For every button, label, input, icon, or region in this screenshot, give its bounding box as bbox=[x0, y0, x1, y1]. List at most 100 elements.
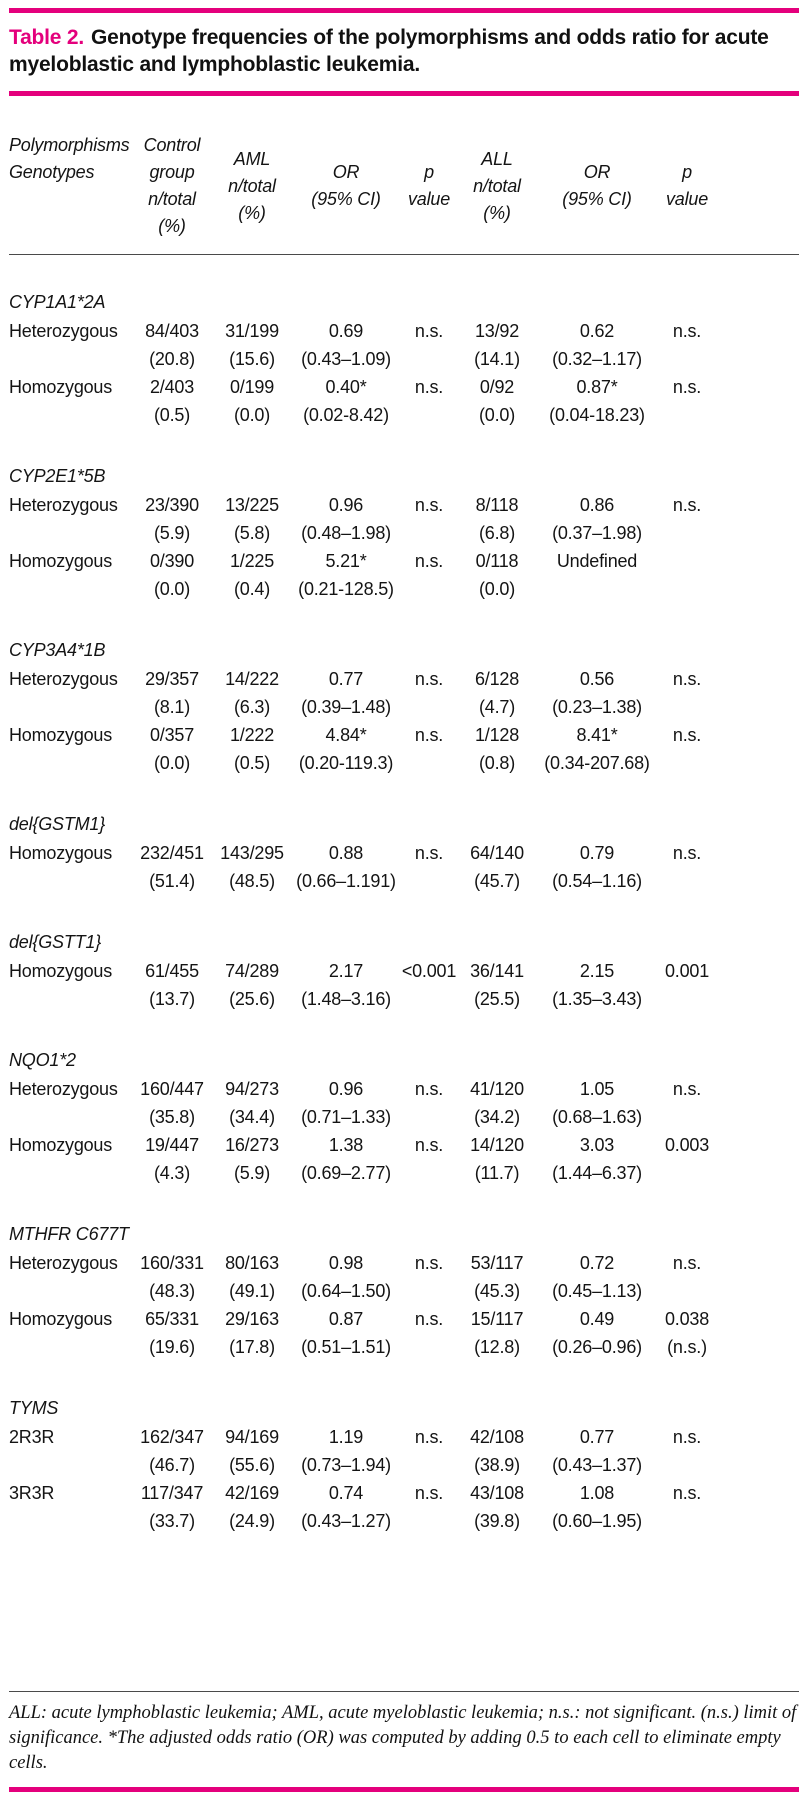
cell-line: n.s. bbox=[414, 495, 444, 515]
cell-line: (19.6) bbox=[149, 1337, 195, 1357]
table-row: Homozygous 0/390 (0.0) 1/225 (0.4) 5.21* (0.21… bbox=[9, 547, 799, 603]
column-header-line: OR bbox=[332, 162, 360, 182]
cell-line: 23/390 bbox=[145, 495, 199, 515]
cell-line: (0.0) bbox=[153, 753, 190, 773]
data-cell: 117/347 (33.7) bbox=[131, 1479, 213, 1535]
cell-line: (0.5) bbox=[233, 753, 270, 773]
data-cell: 13/92 (14.1) bbox=[457, 317, 537, 373]
genotype-label-text: Heterozygous bbox=[9, 495, 118, 515]
data-cell: n.s. bbox=[657, 839, 717, 895]
data-cell: 0/118 (0.0) bbox=[457, 547, 537, 603]
cell-line: (34.4) bbox=[229, 1107, 275, 1127]
cell-line: (33.7) bbox=[149, 1511, 195, 1531]
table-row: Homozygous 232/451 (51.4) 143/295 (48.5) 0.88… bbox=[9, 839, 799, 895]
cell-line bbox=[657, 985, 717, 1013]
data-cell: 0.87 (0.51–1.51) bbox=[291, 1305, 401, 1361]
cell-line: (0.71–1.33) bbox=[301, 1107, 391, 1127]
column-header-line: value bbox=[665, 189, 709, 209]
cell-line: (0.20-119.3) bbox=[298, 753, 394, 773]
cell-line: 61/455 bbox=[145, 961, 199, 981]
cell-line: (0.0) bbox=[478, 405, 515, 425]
cell-line: n.s. bbox=[672, 843, 702, 863]
cell-line: (1.44–6.37) bbox=[552, 1163, 642, 1183]
data-cell: 0/357 (0.0) bbox=[131, 721, 213, 777]
cell-line: 4.84* bbox=[325, 725, 367, 745]
cell-line: 1.19 bbox=[328, 1427, 364, 1447]
cell-line: 41/120 bbox=[470, 1079, 524, 1099]
gene-name: CYP2E1*5B bbox=[9, 466, 106, 486]
gene-name: CYP3A4*1B bbox=[9, 640, 106, 660]
column-header-line: value bbox=[407, 189, 451, 209]
cell-line: n.s. bbox=[414, 843, 444, 863]
cell-line: 0.98 bbox=[328, 1253, 364, 1273]
data-cell: 0.003 bbox=[657, 1131, 717, 1187]
table-row: Homozygous 65/331 (19.6) 29/163 (17.8) 0.87 (0… bbox=[9, 1305, 799, 1361]
column-header: p value bbox=[657, 159, 717, 213]
column-header: ALL n/total (%) bbox=[457, 146, 537, 227]
data-cell: n.s. bbox=[401, 1075, 457, 1131]
data-cell: 65/331 (19.6) bbox=[131, 1305, 213, 1361]
cell-line: (38.9) bbox=[474, 1455, 520, 1475]
header-row: Polymorphisms Genotypes Control group n/tota… bbox=[9, 132, 799, 240]
cell-line: 53/117 bbox=[470, 1253, 524, 1273]
data-cell: 0.72 (0.45–1.13) bbox=[537, 1249, 657, 1305]
cell-line: (0.32–1.17) bbox=[552, 349, 642, 369]
cell-line: n.s. bbox=[414, 1309, 444, 1329]
gene-name: MTHFR C677T bbox=[9, 1224, 129, 1244]
cell-line: (11.7) bbox=[474, 1163, 520, 1183]
cell-line: n.s. bbox=[414, 551, 444, 571]
genotype-label-text: Heterozygous bbox=[9, 321, 118, 341]
cell-line: n.s. bbox=[672, 1079, 702, 1099]
table-title-text: Genotype frequencies of the polymorphism… bbox=[9, 26, 769, 76]
cell-line bbox=[657, 345, 717, 373]
cell-line bbox=[401, 345, 457, 373]
data-cell: 0.62 (0.32–1.17) bbox=[537, 317, 657, 373]
cell-line: (4.7) bbox=[478, 697, 515, 717]
table-body: CYP1A1*2A Heterozygous 84/403 (20.8) 31/199 (… bbox=[9, 255, 799, 1535]
data-cell: 2/403 (0.5) bbox=[131, 373, 213, 429]
data-cell: 16/273 (5.9) bbox=[213, 1131, 291, 1187]
cell-line: (0.68–1.63) bbox=[552, 1107, 642, 1127]
column-header-line: p bbox=[424, 162, 434, 182]
cell-line: 65/331 bbox=[145, 1309, 199, 1329]
column-header-line: n/total bbox=[148, 189, 196, 209]
cell-line bbox=[401, 519, 457, 547]
data-cell: 0.001 bbox=[657, 957, 717, 1013]
cell-line: 0.62 bbox=[579, 321, 615, 341]
data-cell: n.s. bbox=[657, 1479, 717, 1535]
cell-line: (15.6) bbox=[229, 349, 275, 369]
gene-section: MTHFR C677T Heterozygous 160/331 (48.3) 80/1… bbox=[9, 1220, 799, 1361]
cell-line: (51.4) bbox=[149, 871, 195, 891]
cell-line: 0/357 bbox=[149, 725, 195, 745]
cell-line bbox=[401, 1159, 457, 1187]
table-row: 2R3R 162/347 (46.7) 94/169 (55.6) 1.19 (0.73–1… bbox=[9, 1423, 799, 1479]
data-cell: <0.001 bbox=[401, 957, 457, 1013]
cell-line bbox=[401, 1277, 457, 1305]
cell-line: n.s. bbox=[414, 725, 444, 745]
cell-line: 1/225 bbox=[229, 551, 275, 571]
cell-line: (0.43–1.37) bbox=[552, 1455, 642, 1475]
data-cell: 0.56 (0.23–1.38) bbox=[537, 665, 657, 721]
genotype-label: 3R3R bbox=[9, 1479, 131, 1507]
cell-line: 1/128 bbox=[474, 725, 520, 745]
cell-line: 13/225 bbox=[225, 495, 279, 515]
cell-line: (n.s.) bbox=[667, 1337, 707, 1357]
genotype-label-text: Homozygous bbox=[9, 551, 113, 571]
cell-line: (8.1) bbox=[153, 697, 190, 717]
data-cell: 1.19 (0.73–1.94) bbox=[291, 1423, 401, 1479]
cell-line bbox=[401, 693, 457, 721]
cell-line: (0.26–0.96) bbox=[552, 1337, 642, 1357]
data-cell: 0.40* (0.02-8.42) bbox=[291, 373, 401, 429]
data-cell: 41/120 (34.2) bbox=[457, 1075, 537, 1131]
cell-line: 117/347 bbox=[140, 1483, 204, 1503]
cell-line: 0.87* bbox=[576, 377, 618, 397]
column-header-line: ALL bbox=[481, 148, 513, 169]
cell-line: 160/331 bbox=[140, 1253, 204, 1273]
data-cell: 29/163 (17.8) bbox=[213, 1305, 291, 1361]
table-row: Homozygous 0/357 (0.0) 1/222 (0.5) 4.84* (0.20… bbox=[9, 721, 799, 777]
data-cell: n.s. bbox=[657, 317, 717, 373]
column-header-line: p bbox=[682, 162, 692, 182]
cell-line: n.s. bbox=[672, 495, 702, 515]
cell-line: (0.04-18.23) bbox=[549, 405, 645, 425]
column-header: p value bbox=[401, 159, 457, 213]
